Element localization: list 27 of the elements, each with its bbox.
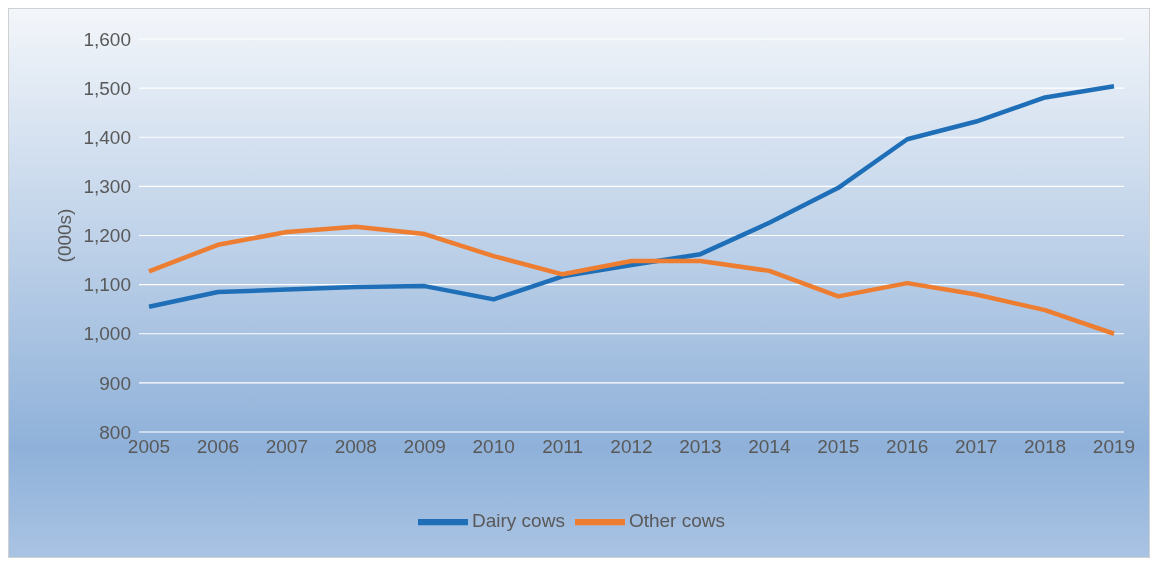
x-tick-label: 2012 bbox=[610, 436, 653, 458]
y-tick-label: 1,000 bbox=[83, 323, 131, 345]
y-axis-title: (000s) bbox=[53, 208, 75, 263]
x-tick-label: 2016 bbox=[886, 436, 929, 458]
y-tick-label: 1,100 bbox=[83, 274, 131, 296]
y-tick-label: 1,400 bbox=[83, 126, 131, 148]
y-tick-label: 1,500 bbox=[83, 77, 131, 99]
x-tick-label: 2015 bbox=[817, 436, 860, 458]
x-tick-label: 2018 bbox=[1023, 436, 1067, 458]
x-tick-label: 2013 bbox=[679, 436, 722, 458]
line-series bbox=[146, 224, 1117, 336]
legend-label: Other cows bbox=[628, 510, 725, 532]
y-tick-label: 1,300 bbox=[83, 176, 131, 198]
x-tick-label: 2007 bbox=[265, 436, 308, 458]
x-tick-label: 2008 bbox=[334, 436, 377, 458]
x-tick-label: 2017 bbox=[955, 436, 998, 458]
line-series bbox=[146, 83, 1117, 309]
y-tick-label: 900 bbox=[99, 372, 131, 394]
x-tick-label: 2006 bbox=[196, 436, 240, 458]
x-tick-label: 2011 bbox=[542, 436, 583, 458]
legend-label: Dairy cows bbox=[472, 510, 565, 532]
y-tick-label: 1,200 bbox=[83, 225, 131, 247]
x-tick-label: 2014 bbox=[748, 436, 791, 458]
x-tick-label: 2009 bbox=[403, 436, 446, 458]
x-tick-label: 2019 bbox=[1092, 436, 1136, 458]
x-tick-label: 2010 bbox=[472, 436, 515, 458]
y-tick-label: 1,600 bbox=[83, 28, 131, 50]
